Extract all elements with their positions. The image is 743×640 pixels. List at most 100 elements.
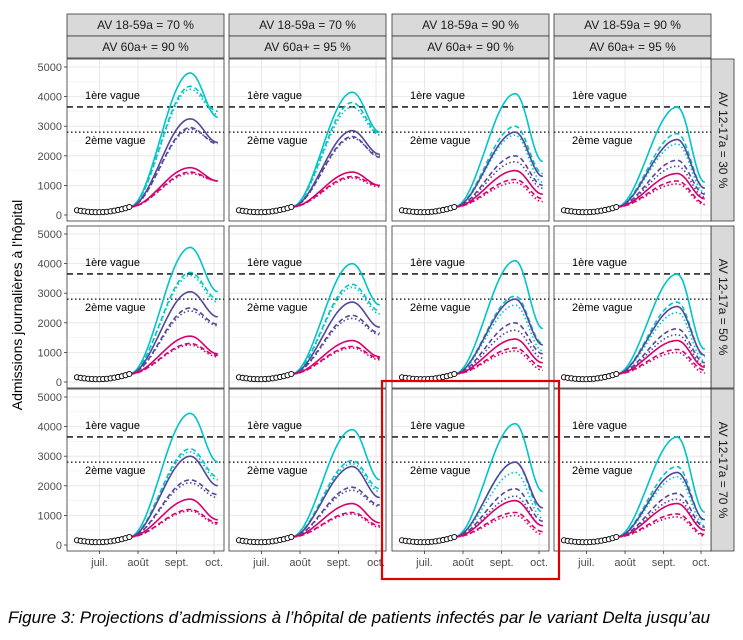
y-tick-label: 4000 [38,422,62,434]
row-strip-label: AV 12-17a = 70 % [716,422,730,519]
column-strip-top-label: AV 18-59a = 90 % [584,18,681,32]
projection-line [291,301,380,375]
projection-line [129,274,218,375]
column-strip-top-label: AV 18-59a = 70 % [97,18,194,32]
projection-line [129,88,218,208]
projection-line [291,502,380,538]
projection-line [454,350,543,375]
row-strip-label: AV 12-17a = 50 % [716,259,730,356]
panel-3-4: 1ère vague 2ème vague juil. août sept. oct. [553,388,712,569]
projection-line [291,317,380,375]
projection-line [291,345,380,375]
panel-2-4: 1ère vague 2ème vague [553,225,712,389]
projection-line [129,246,219,375]
projection-line [616,339,705,375]
reference-line-label: 2ème vague [247,135,308,147]
projection-line [616,305,706,375]
highlight-box [380,379,561,581]
projection-line [129,342,218,375]
panel-border [391,225,550,389]
y-tick-label: 4000 [38,259,62,271]
projection-line [454,161,543,208]
y-axis-title: Admissions journalières à l'hôpital [9,200,25,410]
x-tick-label: août [452,557,473,569]
projection-line [454,423,544,538]
projection-line [291,91,381,208]
reference-line-label: 2ème vague [410,465,471,477]
y-tick-label: 3000 [38,288,62,300]
projection-line [454,514,543,538]
x-tick-label: juil. [252,557,270,569]
reference-line-label: 1ère vague [572,90,627,102]
projection-line [616,311,706,375]
column-strip-top-label: AV 18-59a = 90 % [422,18,519,32]
projection-line [454,298,544,375]
projection-line [616,348,705,375]
projection-line [129,412,219,538]
reference-line-label: 1ère vague [247,90,302,102]
projection-line [291,489,380,538]
reference-line-label: 1ère vague [572,257,627,269]
panel-background [554,226,711,388]
y-tick-label: 1000 [38,510,62,522]
projection-line [291,462,380,538]
x-tick-label: oct. [530,557,548,569]
y-tick-label: 5000 [38,229,62,241]
reference-line-label: 2ème vague [247,302,308,314]
projection-line [129,85,218,208]
panel-3-3: 1ère vague 2ème vague juil. août sept. oct. [391,388,550,569]
panel-background [229,389,386,551]
projection-line [616,273,706,375]
reference-line-label: 1ère vague [410,90,465,102]
reference-line-label: 2ème vague [410,302,471,314]
projection-line [129,271,218,375]
projection-line [291,135,380,208]
projection-line [454,471,544,538]
y-tick-label: 5000 [38,392,62,404]
projection-line [454,338,543,375]
panel-background [554,389,711,551]
column-strip-bottom-label: AV 60a+ = 90 % [427,40,514,54]
projection-line [129,172,218,208]
observed-point [613,370,620,378]
x-tick-label: oct. [367,557,385,569]
observed-point [451,203,458,211]
projection-line [129,307,218,375]
projection-line [616,513,705,538]
projection-line [129,128,218,208]
y-tick-label: 5000 [38,62,62,74]
projection-line [291,339,380,375]
projection-line [616,351,705,375]
reference-line-label: 2ème vague [85,135,146,147]
projection-line [291,175,380,208]
panel-border [553,58,712,222]
projection-line [129,508,218,538]
panel-border [553,388,712,552]
reference-line-label: 2ème vague [410,135,471,147]
y-tick-label: 2000 [38,481,62,493]
x-tick-label: juil. [415,557,433,569]
projection-line [454,329,543,375]
observed-point [126,203,133,211]
projection-line [616,183,705,208]
observed-point [288,370,295,378]
panel-background [554,59,711,221]
panel-2-2: 1ère vague 2ème vague [228,225,387,389]
panel-border [391,58,550,222]
reference-line-label: 1ère vague [410,257,465,269]
projection-line [291,106,380,208]
column-strip-top-label: AV 18-59a = 70 % [259,18,356,32]
panel-1-4: 1ère vague 2ème vague [553,58,712,222]
row-strip-label: AV 12-17a = 30 % [716,92,730,189]
panel-3-1: 1ère vague 2ème vague 0 1000 2000 3000 4000 500… [38,388,225,569]
projection-line [616,165,705,208]
panel-border [66,58,225,222]
projection-line [454,178,543,208]
projection-line [291,101,380,208]
x-tick-label: juil. [90,557,108,569]
y-tick-label: 0 [56,377,62,389]
observed-point [451,533,458,541]
y-tick-label: 3000 [38,451,62,463]
y-tick-label: 1000 [38,347,62,359]
projection-line [129,455,218,538]
